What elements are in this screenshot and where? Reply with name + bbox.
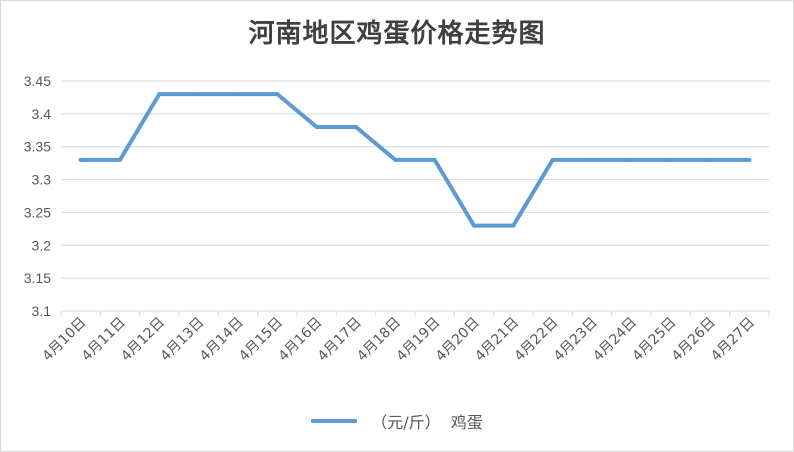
data-point bbox=[590, 157, 594, 162]
data-point bbox=[314, 125, 319, 129]
y-tick-label: 3.25 bbox=[24, 204, 51, 220]
data-point bbox=[78, 157, 83, 162]
data-point bbox=[668, 157, 673, 162]
data-point bbox=[747, 157, 752, 162]
line-chart: 3.13.153.23.253.33.353.43.454月10日4月11日4月… bbox=[24, 73, 770, 365]
legend: （元/斤） 鸡蛋 bbox=[1, 409, 793, 433]
data-point bbox=[708, 157, 712, 162]
data-point bbox=[511, 223, 516, 228]
legend-series-name: 鸡蛋 bbox=[450, 413, 483, 432]
data-point bbox=[236, 92, 240, 97]
y-tick-label: 3.4 bbox=[32, 106, 52, 122]
data-point bbox=[629, 157, 634, 162]
series-line bbox=[78, 92, 752, 228]
chart-title: 河南地区鸡蛋价格走势图 bbox=[248, 19, 546, 49]
data-point bbox=[157, 92, 162, 97]
data-point bbox=[354, 125, 358, 129]
data-point bbox=[393, 157, 398, 162]
data-point bbox=[472, 223, 476, 228]
data-point bbox=[550, 157, 555, 162]
y-tick-label: 3.45 bbox=[24, 73, 51, 89]
data-point bbox=[196, 92, 201, 97]
x-tick-label: 4月27日 bbox=[708, 315, 758, 365]
y-tick-label: 3.15 bbox=[24, 270, 51, 286]
y-tick-label: 3.2 bbox=[32, 237, 52, 253]
y-tick-label: 3.1 bbox=[32, 303, 52, 319]
legend-unit: （元/斤） bbox=[371, 413, 441, 432]
legend-swatch bbox=[311, 419, 358, 423]
y-tick-label: 3.35 bbox=[24, 139, 51, 155]
data-point bbox=[432, 157, 437, 162]
y-tick-label: 3.3 bbox=[32, 172, 52, 188]
data-point bbox=[118, 157, 122, 162]
data-point bbox=[275, 92, 280, 97]
